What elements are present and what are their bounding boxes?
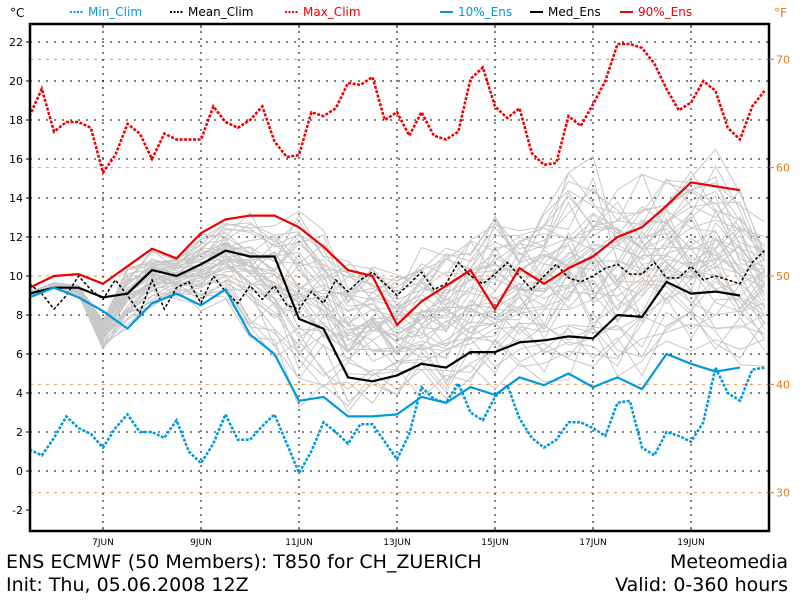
x-tick-label: 9JUN bbox=[190, 538, 212, 548]
ensemble-member-line bbox=[29, 282, 765, 390]
series-lines bbox=[28, 42, 766, 476]
y-right-tick-label: 60 bbox=[776, 162, 790, 175]
y-axis-right: 30 40 50 60 70 bbox=[769, 53, 790, 500]
y-right-tick-label: 50 bbox=[776, 270, 790, 283]
ensemble-member-line bbox=[29, 215, 765, 326]
y-tick-label: 8 bbox=[16, 309, 23, 322]
y-tick-label: 22 bbox=[9, 36, 23, 49]
x-tick-label: 17JUN bbox=[579, 538, 606, 548]
ensemble-member-line bbox=[29, 173, 765, 324]
series-min-clim bbox=[28, 363, 765, 476]
series-max-clim bbox=[28, 42, 766, 176]
y-axis-left: -2 0 2 4 6 8 10 12 14 16 18 20 22 bbox=[9, 36, 30, 517]
y-right-unit: °F bbox=[774, 6, 787, 20]
y-tick-label: 2 bbox=[16, 426, 23, 439]
ensemble-member-lines bbox=[29, 148, 765, 413]
legend-label: 90%_Ens bbox=[638, 5, 692, 19]
valid-range: Valid: 0-360 hours bbox=[615, 574, 788, 596]
y-tick-label: 18 bbox=[9, 114, 23, 127]
series-90-ens bbox=[29, 181, 741, 327]
y-right-tick-label: 40 bbox=[776, 378, 790, 391]
x-tick-label: 13JUN bbox=[383, 538, 410, 548]
x-tick-label: 7JUN bbox=[92, 538, 114, 548]
ensemble-member-line bbox=[29, 216, 765, 337]
y-left-unit: °C bbox=[10, 6, 24, 20]
init-time: Init: Thu, 05.06.2008 12Z bbox=[6, 574, 249, 596]
ensemble-member-line bbox=[29, 179, 765, 327]
plot-frame bbox=[28, 22, 771, 533]
ensemble-member-line bbox=[29, 195, 765, 326]
y-tick-label: 6 bbox=[16, 348, 23, 361]
legend: Min_Clim Mean_Clim Max_Clim 10%_Ens Med_Ens 9… bbox=[70, 5, 692, 19]
legend-label: Min_Clim bbox=[88, 5, 142, 19]
ensemble-member-line bbox=[29, 176, 765, 329]
x-tick-label: 15JUN bbox=[481, 538, 508, 548]
x-tick-label: 11JUN bbox=[285, 538, 312, 548]
ensemble-member-line bbox=[29, 178, 765, 325]
y-tick-label: 16 bbox=[9, 153, 23, 166]
ensemble-member-line bbox=[29, 170, 765, 325]
y-tick-label: -2 bbox=[12, 504, 23, 517]
y-tick-label: 14 bbox=[9, 192, 23, 205]
legend-label: Med_Ens bbox=[548, 5, 601, 19]
y-right-tick-label: 30 bbox=[776, 487, 790, 500]
series-med-ens bbox=[29, 249, 741, 383]
series-mean-clim bbox=[29, 250, 766, 315]
ensemble-member-line bbox=[29, 262, 765, 353]
ensemble-member-line bbox=[29, 286, 765, 403]
ensemble-member-line bbox=[29, 176, 765, 322]
legend-label: 10%_Ens bbox=[458, 5, 512, 19]
x-tick-label: 19JUN bbox=[677, 538, 704, 548]
series-10-ens bbox=[29, 286, 741, 418]
y-tick-label: 0 bbox=[16, 465, 23, 478]
x-axis: 7JUN 9JUN 11JUN 13JUN 15JUN 17JUN 19JUN bbox=[92, 24, 705, 548]
legend-label: Max_Clim bbox=[303, 5, 361, 19]
y-tick-label: 10 bbox=[9, 270, 23, 283]
y-tick-label: 12 bbox=[9, 231, 23, 244]
credit: Meteomedia bbox=[669, 551, 788, 573]
ensemble-member-line bbox=[29, 213, 765, 331]
ensemble-member-line bbox=[29, 246, 765, 361]
ensemble-member-line bbox=[29, 236, 765, 357]
y-tick-label: 4 bbox=[16, 387, 23, 400]
chart-title: ENS ECMWF (50 Members): T850 for CH_ZUER… bbox=[6, 551, 482, 573]
legend-label: Mean_Clim bbox=[188, 5, 253, 19]
y-tick-label: 20 bbox=[9, 75, 23, 88]
y-right-tick-label: 70 bbox=[776, 53, 790, 66]
